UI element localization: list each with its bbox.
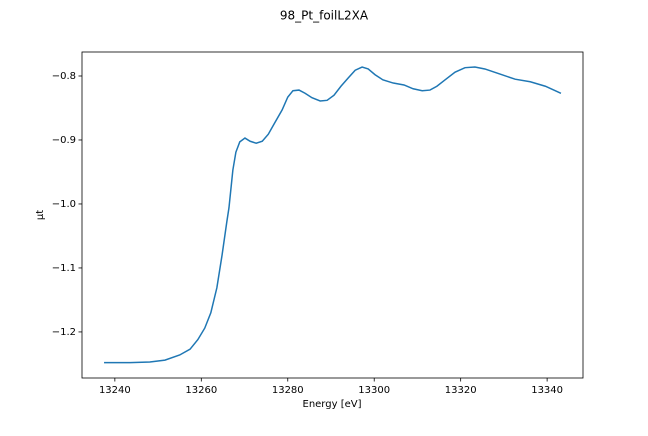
x-tick-label: 13320 [445,385,477,396]
y-tick-label: −0.8 [52,71,76,82]
plot-frame [81,51,584,379]
data-line [104,66,562,364]
x-tick-label: 13340 [531,385,563,396]
x-tick-label: 13260 [185,385,217,396]
y-tick-label: −1.1 [52,263,76,274]
y-tick-label: −1.0 [52,199,76,210]
x-tick-label: 13240 [99,385,131,396]
y-axis-label: μt [35,210,46,220]
x-tick-label: 13300 [358,385,390,396]
x-tick-label: 13280 [272,385,304,396]
y-tick-label: −0.9 [52,135,76,146]
x-axis-label: Energy [eV] [303,399,362,410]
chart-title: 98_Pt_foilL2XA [280,9,369,23]
y-tick-label: −1.2 [52,327,76,338]
